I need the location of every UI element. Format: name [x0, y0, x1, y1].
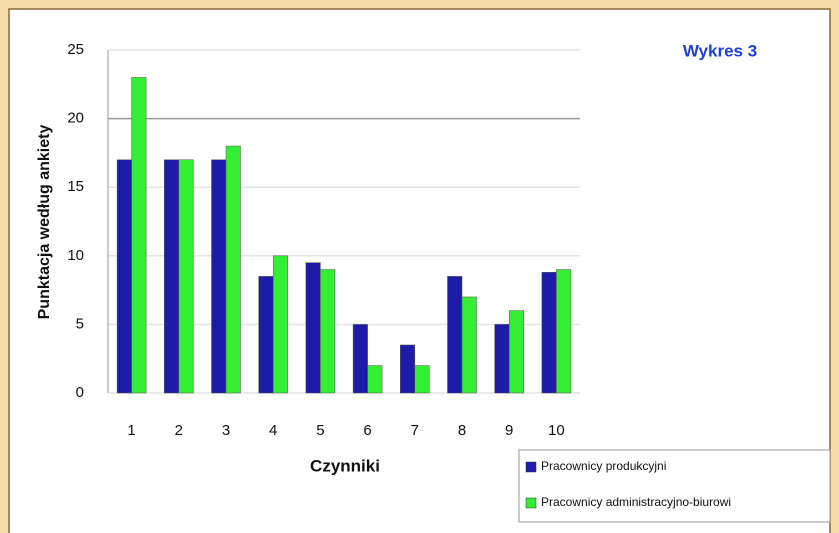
x-tick-label: 6 — [363, 422, 371, 439]
legend-swatch — [525, 461, 537, 473]
x-axis-label: Czynniki — [310, 456, 380, 475]
x-tick-label: 5 — [316, 422, 324, 439]
bar — [131, 77, 147, 394]
bar — [508, 310, 524, 394]
bar — [320, 269, 336, 394]
bar — [258, 276, 274, 394]
x-tick-label: 3 — [222, 422, 230, 439]
y-tick-label: 10 — [67, 247, 84, 264]
legend — [518, 449, 831, 523]
bar — [305, 262, 321, 394]
legend-label: Pracownicy produkcyjni — [541, 459, 666, 473]
legend-swatch — [525, 497, 537, 509]
bar — [164, 159, 180, 394]
legend-label: Pracownicy administracyjno-biurowi — [541, 495, 731, 509]
y-tick-label: 15 — [67, 178, 84, 195]
x-tick-label: 8 — [458, 422, 466, 439]
bar — [556, 269, 572, 394]
bar — [400, 344, 416, 394]
y-tick-label: 5 — [76, 315, 84, 332]
bar — [494, 324, 510, 394]
x-tick-label: 9 — [505, 422, 513, 439]
bar — [272, 255, 288, 394]
x-tick-label: 7 — [411, 422, 419, 439]
bar — [447, 276, 463, 394]
bar — [367, 365, 383, 394]
x-tick-label: 10 — [548, 422, 565, 439]
bar — [116, 159, 132, 394]
bar — [211, 159, 227, 394]
y-tick-label: 25 — [67, 41, 84, 58]
bar — [352, 324, 368, 394]
bar — [225, 145, 241, 394]
bar — [178, 159, 194, 394]
bar — [541, 272, 557, 394]
bar — [414, 365, 430, 394]
bar — [461, 296, 477, 394]
chart-title: Wykres 3 — [683, 41, 757, 60]
x-tick-label: 1 — [127, 422, 135, 439]
y-axis-label: Punktacja według ankiety — [36, 125, 53, 320]
y-tick-label: 20 — [67, 110, 84, 127]
x-tick-label: 2 — [175, 422, 183, 439]
x-tick-label: 4 — [269, 422, 277, 439]
y-tick-label: 0 — [76, 384, 84, 401]
